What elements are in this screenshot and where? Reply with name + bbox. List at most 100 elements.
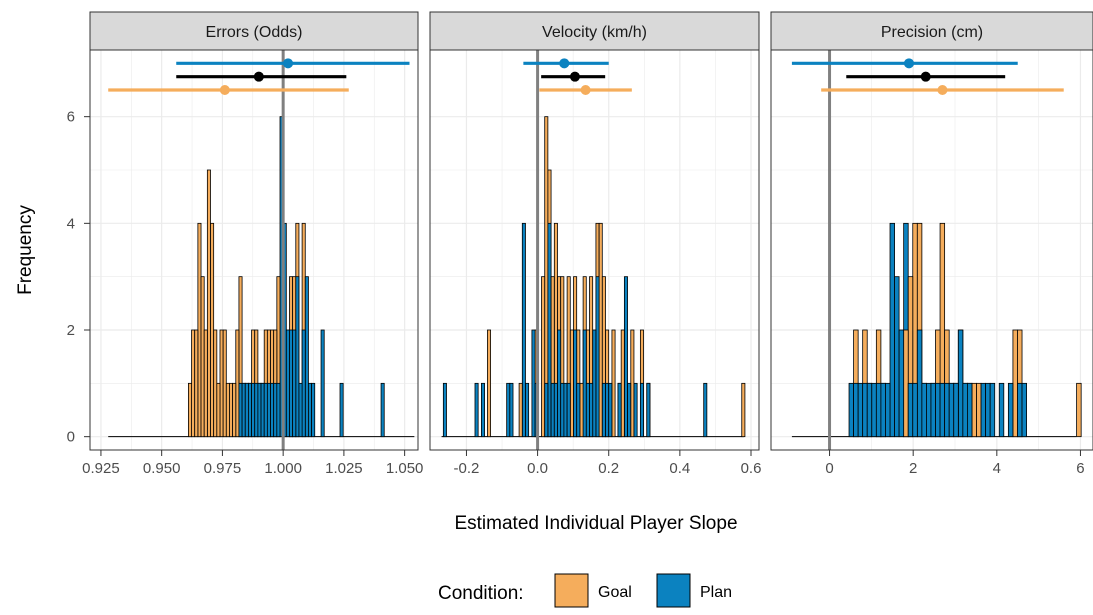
legend-label-plan: Plan: [700, 584, 732, 601]
bar-plan: [898, 329, 905, 438]
bar-goal: [210, 222, 215, 438]
bar-plan: [639, 382, 644, 438]
bar-plan: [521, 222, 526, 438]
bar-goal: [620, 329, 625, 438]
x-tick-label: 2: [909, 460, 917, 477]
panel-content: [771, 50, 1093, 450]
bar-plan: [311, 382, 316, 438]
y-tick-label-6: 6: [67, 109, 75, 126]
bar-goal: [229, 382, 234, 438]
bar-goal: [541, 276, 546, 438]
bar-plan: [442, 382, 447, 438]
legend: Condition: Goal Plan: [438, 573, 732, 608]
bar-plan: [573, 329, 578, 438]
bar-plan: [525, 382, 530, 438]
bar-goal: [206, 169, 211, 438]
bar-plan: [627, 382, 632, 438]
x-tick-label: 0.950: [143, 460, 181, 477]
bar-plan: [875, 382, 882, 438]
interval-point-goal: [219, 85, 230, 95]
bar-goal: [187, 382, 192, 438]
x-tick-label: 0.975: [204, 460, 242, 477]
bar-plan: [298, 382, 303, 438]
bar-goal: [971, 382, 977, 438]
x-tick-label: 0.6: [741, 460, 762, 477]
bar-plan: [880, 382, 886, 438]
bar-plan: [544, 382, 549, 438]
bar-goal: [216, 382, 221, 438]
bar-goal: [197, 222, 202, 438]
bar-plan: [935, 382, 941, 438]
bar-plan: [885, 382, 891, 438]
bar-plan: [605, 382, 610, 438]
x-tick-label: 0.0: [527, 460, 548, 477]
facet-strip: [429, 11, 760, 51]
bar-plan: [260, 382, 265, 438]
x-tick-label: 0.925: [82, 460, 120, 477]
bar-plan: [646, 382, 651, 438]
bar-plan: [930, 382, 936, 438]
panel-content: [430, 50, 759, 450]
bar-plan: [547, 222, 552, 438]
panel-content: [90, 50, 418, 450]
bar-goal: [487, 329, 492, 438]
bar-plan: [1007, 382, 1014, 438]
bar-plan: [285, 329, 290, 438]
bar-plan: [320, 329, 325, 438]
bar-plan: [308, 382, 312, 438]
bar-plan: [339, 382, 344, 438]
bar-plan: [266, 382, 271, 438]
bar-plan: [531, 329, 536, 438]
interval-point-goal: [580, 85, 591, 95]
bar-goal: [1076, 382, 1082, 438]
interval-point-plan: [904, 58, 914, 69]
bar-plan: [617, 382, 622, 438]
bar-plan: [962, 382, 968, 438]
bar-plan: [589, 382, 594, 438]
legend-label-goal: Goal: [598, 584, 632, 601]
bar-plan: [866, 382, 873, 438]
bar-plan: [238, 382, 243, 438]
legend-title: Condition:: [438, 583, 524, 604]
bar-plan: [848, 382, 854, 438]
bar-plan: [623, 276, 628, 438]
bar-plan: [601, 382, 606, 438]
bar-plan: [592, 329, 597, 438]
bar-plan: [957, 329, 964, 438]
bar-goal: [225, 382, 230, 438]
bar-plan: [608, 382, 613, 438]
bar-plan: [292, 329, 297, 438]
bar-plan: [509, 382, 514, 438]
bar-goal: [219, 329, 224, 438]
bar-goal: [518, 382, 523, 438]
bar-plan: [550, 382, 555, 438]
bar-goal: [630, 329, 635, 438]
bar-plan: [263, 382, 268, 438]
legend-key-goal: [554, 573, 589, 608]
y-tick-label-2: 2: [67, 322, 75, 339]
bar-goal: [213, 329, 218, 438]
x-tick-label: 0.4: [669, 460, 690, 477]
bar-plan: [921, 382, 927, 438]
bar-plan: [270, 382, 275, 438]
x-axis-title: Estimated Individual Player Slope: [454, 513, 737, 534]
bar-goal: [200, 276, 205, 438]
bar-plan: [553, 382, 558, 438]
bar-plan: [585, 382, 590, 438]
bar-plan: [304, 276, 309, 438]
facet-strip-title: Precision (cm): [881, 24, 983, 41]
bar-plan: [566, 382, 571, 438]
facet-strip: [770, 11, 1093, 51]
bar-goal: [191, 329, 196, 438]
bar-plan: [857, 382, 864, 438]
bar-plan: [894, 276, 900, 438]
x-tick-label: 1.050: [386, 460, 424, 477]
bar-goal: [222, 329, 227, 438]
bar-plan: [703, 382, 708, 438]
facet-panel-3: Precision (cm) 0 2 4 6: [770, 11, 1093, 477]
interval-point-overall: [920, 71, 931, 82]
bar-plan: [301, 329, 306, 438]
bar-plan: [506, 382, 511, 438]
bar-plan: [998, 382, 1005, 438]
